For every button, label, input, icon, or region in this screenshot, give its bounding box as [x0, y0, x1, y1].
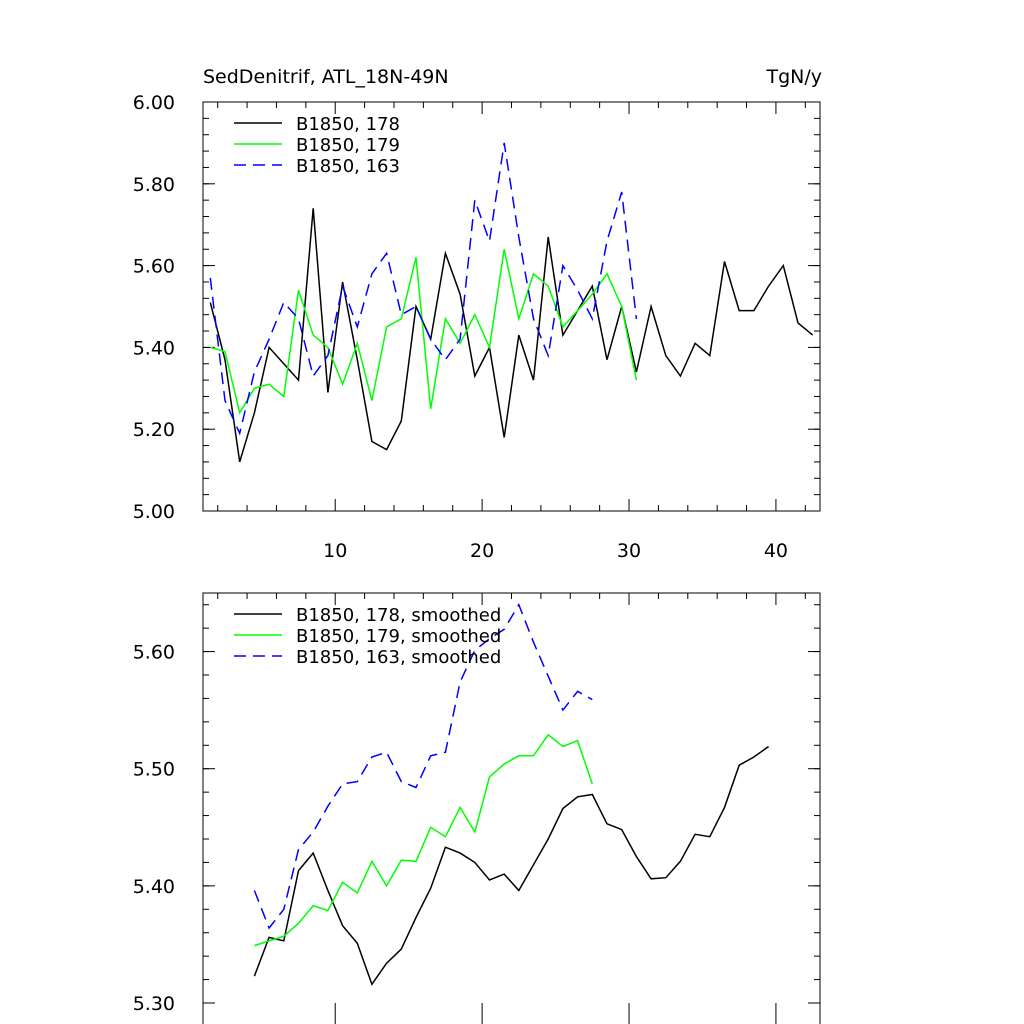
y-tick-label: 5.50 [133, 759, 175, 781]
y-tick-label: 5.60 [133, 642, 175, 664]
series-line [209, 208, 814, 463]
chart-title: SedDenitrif, ATL_18N-49N [203, 66, 449, 88]
y-tick-label: 5.00 [133, 501, 175, 523]
y-tick-label: 5.80 [133, 174, 175, 196]
x-tick-label: 40 [764, 540, 788, 562]
units-label: TgN/y [765, 66, 822, 88]
y-tick-label: 6.00 [133, 92, 175, 114]
x-tick-label: 20 [470, 540, 494, 562]
plot-frame [202, 101, 821, 512]
plot-frame [202, 592, 821, 1024]
legend-label: B1850, 178 [296, 114, 400, 135]
x-tick-label: 10 [323, 540, 347, 562]
series-line [254, 733, 594, 947]
series-line [253, 602, 593, 930]
x-tick-label: 30 [617, 540, 641, 562]
legend-label: B1850, 163 [296, 156, 400, 177]
legend-label: B1850, 179, smoothed [296, 626, 501, 647]
axis-ticks: 5.00 5.20 5.40 5.60 5.80 6.00 10 20 30 40 [133, 92, 820, 562]
legend-label: B1850, 163, smoothed [296, 647, 501, 668]
legend-label: B1850, 178, smoothed [296, 605, 501, 626]
y-tick-label: 5.30 [133, 993, 175, 1015]
y-tick-label: 5.20 [133, 419, 175, 441]
series-line [253, 745, 770, 986]
axis-ticks: 5.30 5.40 5.50 5.60 [133, 593, 820, 1024]
bottom-panel: 5.305.405.505.60 B1850, 178, smoothedB18… [133, 592, 821, 1024]
series-line [210, 249, 638, 415]
series-lines [253, 602, 770, 986]
legend-label: B1850, 179 [296, 135, 400, 156]
y-tick-label: 5.40 [133, 876, 175, 898]
series-lines [209, 142, 814, 463]
y-tick-label: 5.40 [133, 337, 175, 359]
y-tick-label: 5.60 [133, 256, 175, 278]
top-panel: SedDenitrif, ATL_18N-49N TgN/y 5.005.205… [133, 66, 822, 562]
series-line [209, 142, 638, 436]
